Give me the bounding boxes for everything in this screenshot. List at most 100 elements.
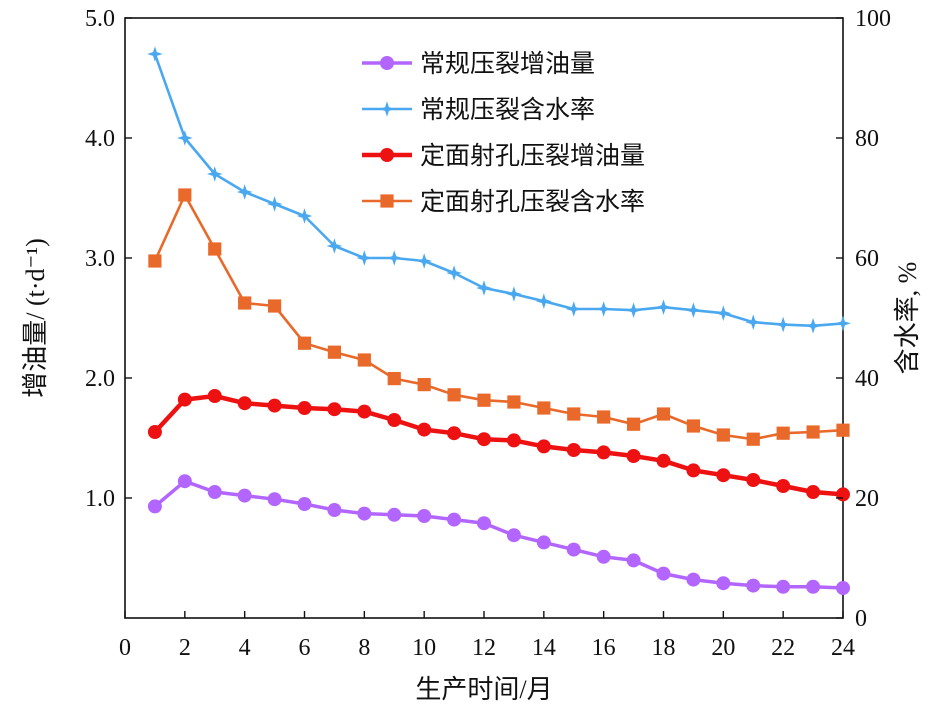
data-point bbox=[536, 535, 551, 550]
data-point bbox=[596, 445, 611, 460]
data-point bbox=[237, 396, 252, 411]
data-point bbox=[745, 314, 762, 330]
data-point bbox=[206, 166, 223, 182]
data-point bbox=[656, 407, 671, 421]
data-point bbox=[806, 425, 820, 439]
data-point bbox=[806, 485, 821, 499]
data-point bbox=[266, 196, 283, 212]
data-point bbox=[595, 301, 612, 317]
data-point bbox=[327, 503, 342, 517]
data-point bbox=[267, 492, 282, 507]
data-point bbox=[177, 130, 193, 146]
data-point bbox=[416, 253, 432, 269]
data-point bbox=[686, 419, 701, 433]
data-point bbox=[656, 566, 671, 581]
data-point bbox=[477, 432, 491, 447]
data-point bbox=[776, 579, 791, 594]
data-point bbox=[655, 299, 672, 315]
x-tick-label: 0 bbox=[119, 635, 131, 661]
data-point bbox=[387, 413, 402, 427]
y-left-tick-label: 2.0 bbox=[85, 366, 115, 392]
x-tick-label: 18 bbox=[652, 635, 676, 661]
data-point bbox=[208, 242, 222, 256]
data-point bbox=[716, 428, 730, 442]
data-point bbox=[836, 487, 850, 502]
legend-entry: 常规压裂含水率 bbox=[362, 96, 595, 124]
y-left-tick-label: 3.0 bbox=[85, 246, 115, 272]
data-point bbox=[356, 250, 373, 266]
data-point bbox=[447, 426, 462, 441]
data-point bbox=[716, 576, 731, 591]
data-point bbox=[447, 388, 461, 402]
data-point bbox=[297, 497, 312, 511]
y-right-tick-label: 100 bbox=[855, 6, 891, 32]
data-point bbox=[386, 250, 403, 266]
data-point bbox=[357, 506, 372, 521]
data-point bbox=[626, 417, 641, 431]
data-point bbox=[327, 402, 342, 417]
x-tick-label: 12 bbox=[472, 635, 496, 661]
data-point bbox=[148, 254, 162, 268]
data-point bbox=[357, 404, 372, 419]
data-point bbox=[776, 479, 791, 493]
legend-swatch-marker bbox=[380, 194, 394, 208]
data-point bbox=[417, 422, 432, 437]
y-left-tick-label: 1.0 bbox=[85, 486, 115, 512]
legend-label: 定面射孔压裂增油量 bbox=[420, 142, 645, 170]
data-point bbox=[536, 439, 551, 454]
data-point bbox=[715, 305, 732, 321]
data-point bbox=[207, 485, 222, 499]
x-tick-label: 20 bbox=[711, 635, 735, 661]
data-point bbox=[686, 572, 701, 587]
data-point bbox=[297, 401, 312, 415]
legend-entry: 定面射孔压裂含水率 bbox=[362, 188, 645, 216]
data-point bbox=[177, 392, 192, 407]
data-point bbox=[236, 184, 253, 200]
series-1 bbox=[147, 46, 851, 334]
data-point bbox=[327, 345, 342, 359]
series-2 bbox=[147, 389, 850, 502]
data-point bbox=[506, 433, 521, 448]
y-right-tick-label: 60 bbox=[855, 246, 879, 272]
data-point bbox=[147, 499, 162, 514]
x-tick-label: 10 bbox=[412, 635, 436, 661]
data-point bbox=[836, 423, 850, 437]
data-point bbox=[716, 468, 731, 483]
series-line bbox=[153, 53, 844, 328]
data-point bbox=[178, 188, 192, 202]
x-tick-label: 8 bbox=[358, 635, 370, 661]
data-point bbox=[506, 286, 522, 302]
data-point bbox=[625, 302, 642, 318]
legend-swatch-marker bbox=[380, 148, 394, 162]
x-tick-label: 4 bbox=[239, 635, 251, 661]
data-point bbox=[746, 432, 760, 446]
series-line bbox=[153, 479, 844, 590]
data-point bbox=[476, 280, 492, 296]
legend-label: 定面射孔压裂含水率 bbox=[420, 188, 645, 216]
data-point bbox=[775, 316, 791, 333]
legend-entry: 定面射孔压裂增油量 bbox=[362, 142, 645, 170]
data-point bbox=[207, 389, 222, 403]
series-layer bbox=[147, 46, 851, 595]
data-point bbox=[626, 553, 641, 568]
data-point bbox=[566, 542, 581, 557]
x-tick-label: 24 bbox=[831, 635, 855, 661]
data-point bbox=[656, 453, 671, 468]
data-point bbox=[237, 488, 252, 503]
data-point bbox=[776, 426, 790, 440]
series-0 bbox=[147, 474, 850, 595]
series-line bbox=[153, 393, 844, 497]
data-point bbox=[597, 410, 611, 424]
y-left-axis-title: 增油量/ (t·d⁻¹) bbox=[21, 238, 50, 397]
data-point bbox=[387, 372, 401, 386]
y-right-axis-title: 含水率, % bbox=[893, 262, 922, 375]
x-tick-label: 22 bbox=[771, 635, 795, 661]
data-point bbox=[506, 528, 521, 543]
data-point bbox=[746, 578, 761, 593]
data-point bbox=[685, 302, 702, 318]
y-right-tick-label: 0 bbox=[855, 606, 867, 632]
x-tick-label: 2 bbox=[179, 635, 191, 661]
data-point bbox=[417, 509, 432, 523]
data-point bbox=[147, 46, 163, 62]
